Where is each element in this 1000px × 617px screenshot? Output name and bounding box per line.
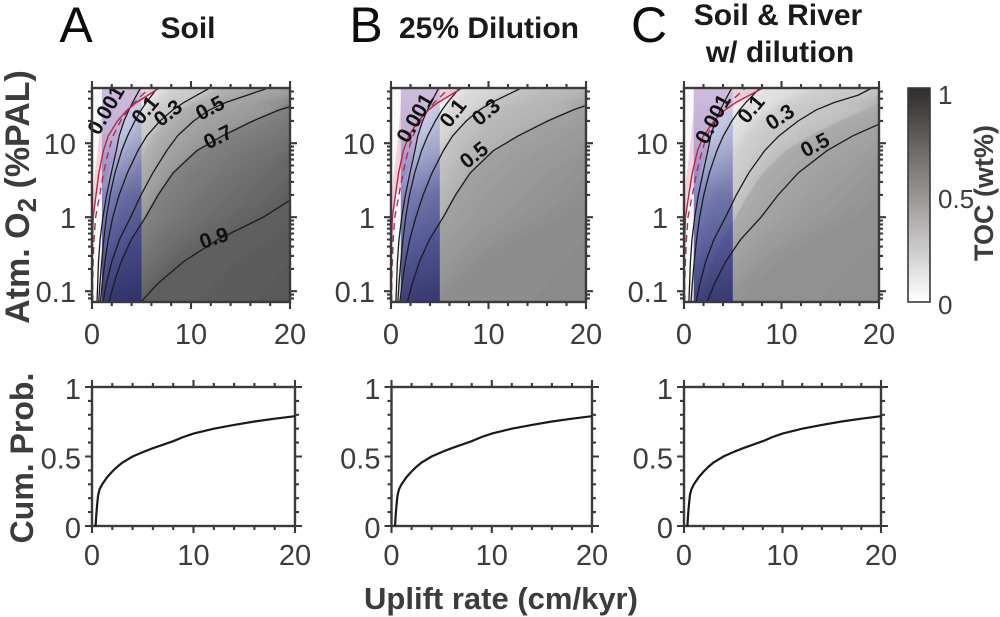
svg-text:0: 0 <box>938 290 952 320</box>
svg-text:20: 20 <box>865 540 897 572</box>
svg-text:20: 20 <box>279 540 311 572</box>
svg-text:1: 1 <box>652 203 668 235</box>
svg-text:0.5: 0.5 <box>41 444 81 476</box>
svg-text:TOC (wt%): TOC (wt%) <box>969 125 999 261</box>
svg-text:20: 20 <box>274 319 306 351</box>
svg-text:1: 1 <box>657 374 673 406</box>
svg-text:0: 0 <box>383 319 399 351</box>
svg-text:1: 1 <box>364 374 380 406</box>
svg-text:10: 10 <box>636 129 668 161</box>
svg-text:1: 1 <box>60 203 76 235</box>
svg-text:0: 0 <box>84 540 100 572</box>
svg-text:1: 1 <box>938 80 952 110</box>
svg-text:10: 10 <box>175 319 207 351</box>
svg-text:0.1: 0.1 <box>628 277 668 309</box>
svg-text:Cum. Prob.: Cum. Prob. <box>4 373 40 544</box>
svg-text:0: 0 <box>364 513 380 545</box>
svg-text:Uplift rate (cm/kyr): Uplift rate (cm/kyr) <box>364 581 638 616</box>
svg-text:1: 1 <box>359 203 375 235</box>
svg-text:10: 10 <box>44 129 76 161</box>
svg-text:0.5: 0.5 <box>938 184 974 214</box>
svg-text:10: 10 <box>472 319 504 351</box>
svg-text:0: 0 <box>657 513 673 545</box>
svg-text:w/ dilution: w/ dilution <box>705 36 854 69</box>
svg-text:1: 1 <box>65 374 81 406</box>
svg-text:Soil & River: Soil & River <box>694 0 863 32</box>
svg-text:Atm. O2 (%PAL): Atm. O2 (%PAL) <box>0 70 42 324</box>
svg-text:C: C <box>631 0 667 53</box>
svg-text:Soil: Soil <box>160 12 215 45</box>
svg-text:0: 0 <box>84 319 100 351</box>
svg-text:0: 0 <box>676 319 692 351</box>
svg-text:B: B <box>349 0 382 53</box>
svg-text:10: 10 <box>766 540 798 572</box>
svg-text:A: A <box>59 0 93 53</box>
svg-text:20: 20 <box>863 319 895 351</box>
svg-text:25% Dilution: 25% Dilution <box>399 12 579 45</box>
svg-text:10: 10 <box>765 319 797 351</box>
svg-text:20: 20 <box>570 319 602 351</box>
svg-text:0: 0 <box>65 513 81 545</box>
svg-text:20: 20 <box>576 540 608 572</box>
svg-text:0.5: 0.5 <box>633 444 673 476</box>
svg-text:0.5: 0.5 <box>340 444 380 476</box>
svg-text:10: 10 <box>177 540 209 572</box>
svg-text:10: 10 <box>476 540 508 572</box>
svg-text:0.1: 0.1 <box>36 277 76 309</box>
svg-text:0: 0 <box>676 540 692 572</box>
svg-text:0: 0 <box>383 540 399 572</box>
svg-text:0.1: 0.1 <box>335 277 375 309</box>
svg-text:10: 10 <box>343 129 375 161</box>
